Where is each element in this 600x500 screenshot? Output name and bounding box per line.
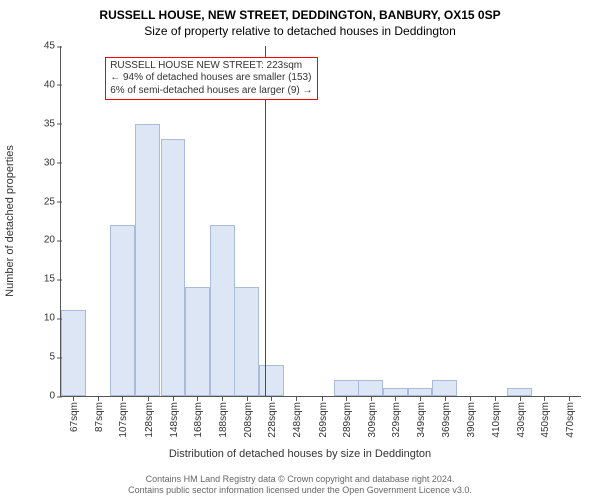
x-axis-label: Distribution of detached houses by size …	[0, 448, 600, 460]
y-tick-label: 10	[44, 313, 61, 324]
x-tick-mark	[470, 396, 471, 401]
y-tick-label: 40	[44, 79, 61, 90]
x-tick-label: 410sqm	[491, 402, 502, 438]
histogram-bar	[185, 287, 210, 396]
x-tick-mark	[495, 396, 496, 401]
x-tick-mark	[544, 396, 545, 401]
histogram-bar	[358, 380, 383, 396]
x-tick-label: 269sqm	[318, 402, 329, 438]
page-title: RUSSELL HOUSE, NEW STREET, DEDDINGTON, B…	[0, 8, 600, 22]
x-tick-label: 248sqm	[292, 402, 303, 438]
x-tick-label: 329sqm	[391, 402, 402, 438]
histogram-bar	[334, 380, 359, 396]
x-tick-mark	[247, 396, 248, 401]
x-tick-mark	[271, 396, 272, 401]
histogram-bar	[507, 388, 532, 396]
x-tick-mark	[520, 396, 521, 401]
y-tick-label: 35	[44, 118, 61, 129]
y-tick-label: 0	[49, 391, 61, 402]
x-tick-mark	[322, 396, 323, 401]
histogram-bar	[61, 310, 86, 396]
y-tick-label: 30	[44, 157, 61, 168]
x-tick-label: 67sqm	[69, 402, 80, 432]
attrib-line-1: Contains HM Land Registry data © Crown c…	[0, 474, 600, 485]
histogram-plot: 051015202530354045 67sqm87sqm107sqm128sq…	[60, 46, 581, 397]
x-tick-mark	[197, 396, 198, 401]
x-tick-mark	[296, 396, 297, 401]
y-tick-label: 20	[44, 235, 61, 246]
x-tick-mark	[222, 396, 223, 401]
annot-line-2: ← 94% of detached houses are smaller (15…	[110, 72, 312, 85]
histogram-bar	[110, 225, 135, 396]
histogram-bar	[234, 287, 259, 396]
x-tick-label: 470sqm	[565, 402, 576, 438]
x-tick-label: 289sqm	[342, 402, 353, 438]
x-tick-label: 430sqm	[516, 402, 527, 438]
x-tick-mark	[148, 396, 149, 401]
x-tick-mark	[445, 396, 446, 401]
page-subtitle: Size of property relative to detached ho…	[0, 24, 600, 38]
x-tick-mark	[569, 396, 570, 401]
x-tick-label: 148sqm	[169, 402, 180, 438]
x-tick-label: 349sqm	[416, 402, 427, 438]
x-tick-mark	[346, 396, 347, 401]
x-tick-label: 87sqm	[94, 402, 105, 432]
histogram-bar	[432, 380, 457, 396]
y-tick-label: 15	[44, 274, 61, 285]
attribution-text: Contains HM Land Registry data © Crown c…	[0, 474, 600, 497]
x-tick-label: 390sqm	[466, 402, 477, 438]
y-tick-label: 45	[44, 41, 61, 52]
x-tick-label: 168sqm	[193, 402, 204, 438]
property-annotation: RUSSELL HOUSE NEW STREET: 223sqm ← 94% o…	[105, 57, 317, 101]
y-tick-label: 25	[44, 196, 61, 207]
x-tick-label: 228sqm	[267, 402, 278, 438]
x-tick-mark	[371, 396, 372, 401]
attrib-line-2: Contains public sector information licen…	[0, 485, 600, 496]
y-tick-label: 5	[49, 352, 61, 363]
x-tick-label: 188sqm	[218, 402, 229, 438]
histogram-bar	[383, 388, 408, 396]
histogram-bar	[135, 124, 160, 396]
x-tick-label: 107sqm	[118, 402, 129, 438]
x-tick-label: 309sqm	[367, 402, 378, 438]
histogram-bar	[259, 365, 284, 396]
x-tick-label: 128sqm	[144, 402, 155, 438]
y-axis-label: Number of detached properties	[4, 145, 16, 297]
annot-line-1: RUSSELL HOUSE NEW STREET: 223sqm	[110, 60, 312, 73]
x-tick-mark	[73, 396, 74, 401]
histogram-bar	[408, 388, 433, 396]
x-tick-mark	[98, 396, 99, 401]
x-tick-label: 208sqm	[243, 402, 254, 438]
histogram-bar	[210, 225, 235, 396]
x-tick-label: 450sqm	[540, 402, 551, 438]
x-tick-mark	[395, 396, 396, 401]
annot-line-3: 6% of semi-detached houses are larger (9…	[110, 85, 312, 98]
histogram-bar	[161, 139, 186, 396]
x-tick-mark	[122, 396, 123, 401]
x-tick-label: 369sqm	[441, 402, 452, 438]
x-tick-mark	[173, 396, 174, 401]
x-tick-mark	[420, 396, 421, 401]
